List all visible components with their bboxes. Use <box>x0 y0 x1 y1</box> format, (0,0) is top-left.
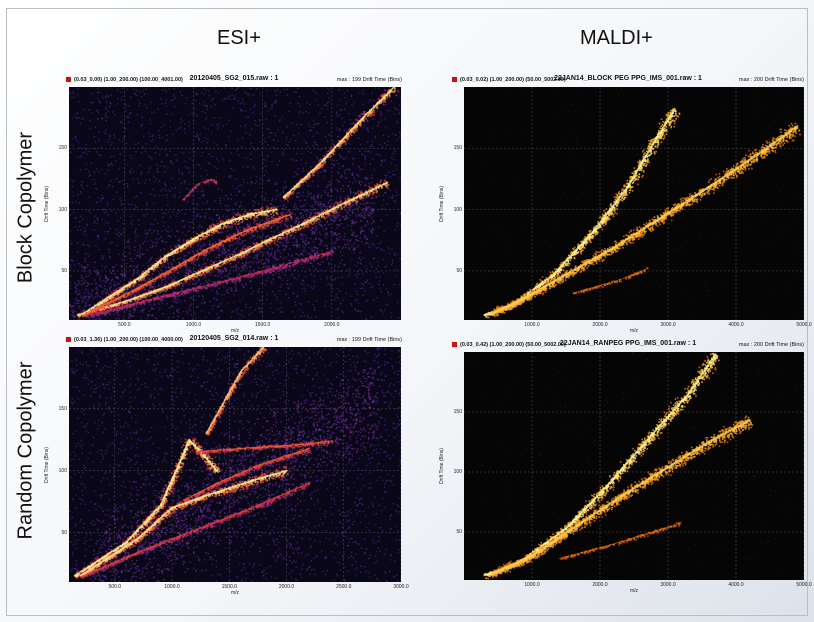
panel-range-label: (0.03_0.00) (1.00_200.00) (100.00_4001.0… <box>74 76 183 83</box>
panel-max-label: max : 200 Drift Time (Bins) <box>738 341 804 348</box>
plot-area <box>464 87 804 320</box>
y-axis-label: Drift Time (Bins) <box>438 448 445 484</box>
y-axis-label: Drift Time (Bins) <box>43 185 50 222</box>
x-axis-label: m/z <box>630 588 639 594</box>
x-tick-label: 2500.0 <box>336 584 352 590</box>
panel-header: (0.03_0.02) (1.00_200.00) (50.00_5002.00… <box>452 75 804 87</box>
panel-title: 22JAN14_BLOCK PEG PPG_IMS_001.raw : 1 <box>554 75 702 82</box>
y-tick-label: 150 <box>58 405 67 412</box>
y-tick-label: 50 <box>61 529 67 536</box>
heatmap-svg <box>69 347 401 582</box>
x-tick-label: 500.0 <box>118 322 131 328</box>
x-axis-label: m/z <box>231 328 240 334</box>
heatmap-svg <box>69 87 401 320</box>
panel-header: (0.03_1.36) (1.00_200.00) (100.00_4000.0… <box>66 335 402 347</box>
y-axis-label: Drift Time (Bins) <box>43 446 50 483</box>
row-header-block: Block Copolymer <box>14 131 37 284</box>
x-tick-label: 5000.0 <box>796 582 812 588</box>
slide-frame <box>6 8 808 616</box>
plot-area <box>69 87 401 320</box>
heatmap-svg <box>464 352 804 580</box>
heatmap-points <box>69 87 401 320</box>
y-tick-label: 50 <box>456 529 462 535</box>
panel-marker-icon <box>66 77 71 82</box>
x-tick-label: 3000.0 <box>660 322 676 328</box>
y-axis-label: Drift Time (Bins) <box>438 185 445 222</box>
column-header-esi: ESI+ <box>217 27 261 49</box>
panel-range-label: (0.03_0.42) (1.00_200.00) (50.00_5002.00… <box>460 341 566 348</box>
y-tick-label: 100 <box>453 469 462 475</box>
panel-title: 20120405_SG2_015.raw : 1 <box>189 75 279 82</box>
x-tick-label: 3000.0 <box>393 584 409 590</box>
x-tick-label: 1000.0 <box>524 322 540 328</box>
panel-title: 22JAN14_RANPEG PPG_IMS_001.raw : 1 <box>559 340 697 347</box>
column-header-maldi: MALDI+ <box>580 27 653 49</box>
heatmap-points <box>465 352 804 580</box>
y-tick-label: 150 <box>58 145 67 152</box>
x-tick-label: 1000.0 <box>185 322 202 328</box>
row-header-random: Random Copolymer <box>14 361 37 540</box>
panel-max-label: max : 200 Drift Time (Bins) <box>738 76 804 83</box>
panel-maldi-block: (0.03_0.02) (1.00_200.00) (50.00_5002.00… <box>439 75 812 334</box>
heatmap-points <box>69 347 401 582</box>
x-tick-label: 1500.0 <box>221 584 237 590</box>
plot-area <box>69 347 401 582</box>
panel-header: (0.03_0.42) (1.00_200.00) (50.00_5002.00… <box>452 340 804 352</box>
x-tick-label: 1500.0 <box>255 322 271 328</box>
panel-range-label: (0.03_1.36) (1.00_200.00) (100.00_4000.0… <box>74 336 183 343</box>
y-tick-label: 50 <box>456 267 462 274</box>
x-tick-label: 1000.0 <box>524 582 540 588</box>
x-axis-label: m/z <box>630 328 639 334</box>
heatmap-svg <box>464 87 804 320</box>
panel-max-label: max : 199 Drift Time (Bins) <box>336 336 402 343</box>
y-tick-label: 150 <box>453 145 462 152</box>
panel-esi-random: (0.03_1.36) (1.00_200.00) (100.00_4000.0… <box>44 335 409 596</box>
panel-max-label: max : 199 Drift Time (Bins) <box>336 76 402 83</box>
x-tick-label: 4000.0 <box>728 582 744 588</box>
x-tick-label: 2000.0 <box>592 582 608 588</box>
x-tick-label: 5000.0 <box>796 322 812 328</box>
panel-maldi-random: (0.03_0.42) (1.00_200.00) (50.00_5002.00… <box>439 340 812 595</box>
x-tick-label: 2000.0 <box>324 322 340 328</box>
panel-title: 20120405_SG2_014.raw : 1 <box>189 335 279 342</box>
panel-header: (0.03_0.00) (1.00_200.00) (100.00_4001.0… <box>66 75 402 87</box>
panel-esi-block: (0.03_0.00) (1.00_200.00) (100.00_4001.0… <box>44 75 402 334</box>
x-tick-label: 4000.0 <box>728 322 744 328</box>
plot-area <box>464 352 804 580</box>
x-tick-label: 2000.0 <box>278 584 295 590</box>
heatmap-points <box>464 87 802 319</box>
plot-background <box>464 352 804 580</box>
y-tick-label: 100 <box>58 206 67 213</box>
y-tick-label: 100 <box>58 467 67 474</box>
y-tick-label: 100 <box>453 206 462 213</box>
panel-range-label: (0.03_0.02) (1.00_200.00) (50.00_5002.00… <box>460 76 566 83</box>
panel-marker-icon <box>66 337 71 342</box>
plot-background <box>464 87 804 320</box>
x-tick-label: 500.0 <box>108 584 122 590</box>
y-tick-label: 50 <box>61 267 67 274</box>
panel-marker-icon <box>452 77 457 82</box>
x-axis-label: m/z <box>231 590 240 596</box>
y-tick-label: 150 <box>453 409 462 415</box>
x-tick-label: 3000.0 <box>660 582 676 588</box>
x-tick-label: 1000.0 <box>164 584 180 590</box>
x-tick-label: 2000.0 <box>592 322 608 328</box>
panel-marker-icon <box>452 342 457 347</box>
